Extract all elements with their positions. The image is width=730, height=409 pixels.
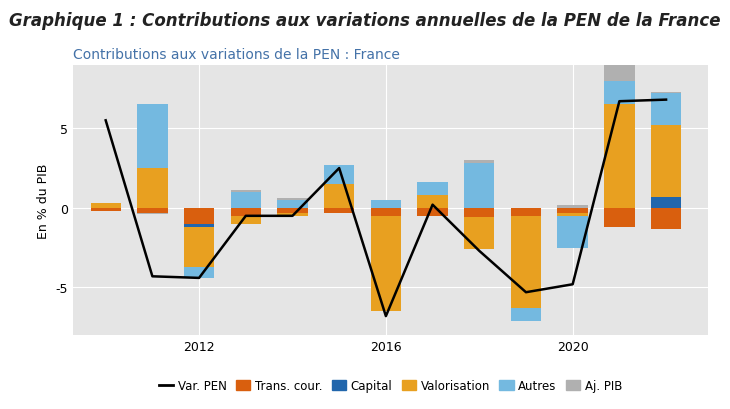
- Bar: [604, 58, 634, 81]
- Bar: [464, 218, 494, 249]
- Bar: [277, 200, 307, 208]
- Bar: [371, 208, 401, 216]
- Bar: [231, 208, 261, 216]
- Bar: [371, 200, 401, 208]
- Bar: [464, 164, 494, 208]
- Bar: [184, 267, 215, 278]
- Bar: [324, 208, 354, 213]
- Bar: [418, 183, 447, 196]
- Bar: [277, 208, 307, 213]
- Bar: [604, 105, 634, 208]
- Bar: [277, 213, 307, 216]
- Y-axis label: En % du PIB: En % du PIB: [37, 163, 50, 238]
- Bar: [511, 208, 541, 216]
- Bar: [137, 105, 168, 169]
- Bar: [604, 81, 634, 105]
- Bar: [324, 166, 354, 184]
- Bar: [651, 92, 681, 94]
- Text: Graphique 1 : Contributions aux variations annuelles de la PEN de la France: Graphique 1 : Contributions aux variatio…: [9, 12, 721, 30]
- Bar: [137, 169, 168, 208]
- Bar: [277, 199, 307, 200]
- Bar: [418, 196, 447, 208]
- Bar: [651, 126, 681, 197]
- Bar: [558, 213, 588, 216]
- Bar: [137, 213, 168, 215]
- Bar: [464, 208, 494, 218]
- Bar: [651, 197, 681, 208]
- Bar: [604, 208, 634, 227]
- Bar: [91, 204, 121, 208]
- Text: Contributions aux variations de la PEN : France: Contributions aux variations de la PEN :…: [73, 47, 400, 61]
- Legend: Var. PEN, Trans. cour., Capital, Valorisation, Autres, Aj. PIB: Var. PEN, Trans. cour., Capital, Valoris…: [154, 375, 627, 397]
- Bar: [91, 208, 121, 211]
- Bar: [184, 208, 215, 224]
- Bar: [651, 94, 681, 126]
- Bar: [511, 308, 541, 321]
- Bar: [558, 216, 588, 248]
- Bar: [184, 224, 215, 227]
- Bar: [464, 161, 494, 164]
- Bar: [231, 191, 261, 193]
- Bar: [511, 216, 541, 308]
- Bar: [137, 208, 168, 213]
- Bar: [558, 208, 588, 213]
- Bar: [324, 184, 354, 208]
- Bar: [231, 193, 261, 208]
- Bar: [418, 208, 447, 216]
- Bar: [651, 208, 681, 229]
- Bar: [184, 227, 215, 267]
- Bar: [231, 216, 261, 224]
- Bar: [558, 205, 588, 208]
- Bar: [371, 216, 401, 312]
